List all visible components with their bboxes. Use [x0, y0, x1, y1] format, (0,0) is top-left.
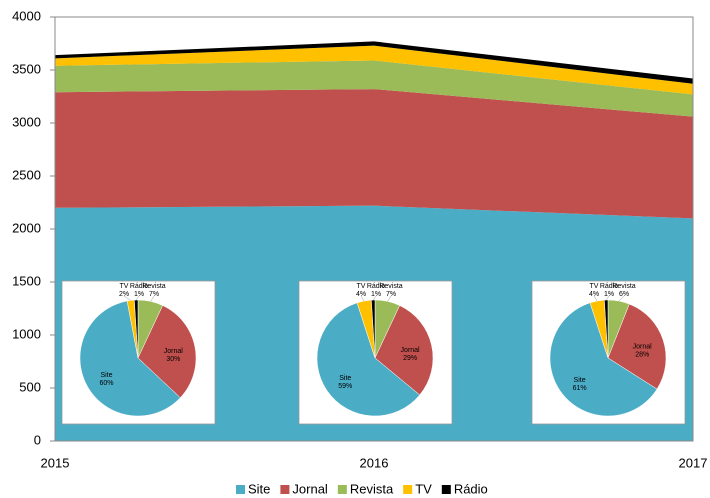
area — [55, 89, 693, 219]
x-tick-label: 2015 — [41, 455, 70, 470]
leader-line — [618, 295, 625, 302]
legend-swatch — [280, 485, 290, 494]
pie-value-label: 1% — [604, 291, 614, 298]
pie-slice — [374, 305, 434, 396]
y-tick-label: 1000 — [12, 326, 41, 341]
legend-label: Site — [248, 481, 270, 496]
pie-label: Jornal — [633, 344, 653, 351]
y-tick-label: 1500 — [12, 273, 41, 288]
pie-label: Rádio — [600, 283, 618, 290]
pie-value-label: 2% — [119, 291, 129, 298]
legend-label: Jornal — [292, 481, 328, 496]
pie-value-label: 4% — [589, 291, 599, 298]
legend-swatch — [403, 485, 413, 494]
legend-label: Revista — [350, 481, 394, 496]
pie-value-label: 30% — [166, 356, 180, 363]
pie-value-label: 61% — [573, 385, 587, 392]
pie-value-label: 6% — [619, 291, 629, 298]
pie-value-label: 28% — [635, 352, 649, 359]
legend-swatch — [441, 485, 451, 494]
pie-value-label: 60% — [99, 380, 113, 387]
pie-label: Site — [339, 375, 351, 382]
leader-line — [150, 295, 155, 302]
pie-label: TV — [357, 283, 366, 290]
pie-value-label: 4% — [356, 291, 366, 298]
legend-label: TV — [415, 481, 432, 496]
y-tick-label: 3000 — [12, 114, 41, 129]
area — [55, 45, 693, 95]
pie-slice — [316, 302, 421, 417]
pie-label: Site — [574, 377, 586, 384]
leader-line — [387, 295, 392, 302]
pie-value-label: 29% — [403, 355, 417, 362]
y-tick-label: 500 — [19, 379, 41, 394]
pie-value-label: 59% — [338, 383, 352, 390]
leader-line — [372, 295, 377, 301]
pie-label: Jornal — [401, 347, 421, 354]
pie-label: Rádio — [367, 283, 385, 290]
pie-label: Revista — [379, 283, 402, 290]
y-tick-label: 4000 — [12, 8, 41, 23]
x-tick-label: 2016 — [360, 455, 389, 470]
pie-label: TV — [120, 283, 129, 290]
leader-line — [593, 295, 598, 302]
pie-value-label: 1% — [134, 291, 144, 298]
leader-line — [135, 295, 140, 301]
leader-line — [605, 295, 610, 301]
y-tick-label: 0 — [34, 432, 41, 447]
pie-label: TV — [590, 283, 599, 290]
legend-swatch — [337, 485, 347, 494]
pie-value-label: 7% — [386, 291, 396, 298]
pie-slice — [137, 305, 197, 399]
leader-line — [123, 295, 131, 301]
pie-slice — [607, 303, 667, 390]
pie-label: Rádio — [130, 283, 148, 290]
legend-swatch — [236, 485, 245, 494]
leader-line — [360, 295, 365, 302]
pie-value-label: 1% — [371, 291, 381, 298]
pie-value-label: 7% — [149, 291, 159, 298]
y-tick-label: 3500 — [12, 61, 41, 76]
pie-slice — [79, 300, 181, 417]
pie-slice — [549, 302, 658, 417]
legend-label: Rádio — [454, 481, 488, 496]
y-tick-label: 2500 — [12, 167, 41, 182]
pie-label: Revista — [612, 283, 635, 290]
legend: Site Jornal Revista TV Rádio — [236, 481, 488, 496]
pie-label: Site — [100, 372, 112, 379]
x-tick-label: 2017 — [679, 455, 708, 470]
area — [55, 41, 693, 84]
pie-label: Jornal — [164, 348, 184, 355]
y-tick-label: 2000 — [12, 220, 41, 235]
area — [55, 60, 693, 117]
pie-label: Revista — [142, 283, 165, 290]
